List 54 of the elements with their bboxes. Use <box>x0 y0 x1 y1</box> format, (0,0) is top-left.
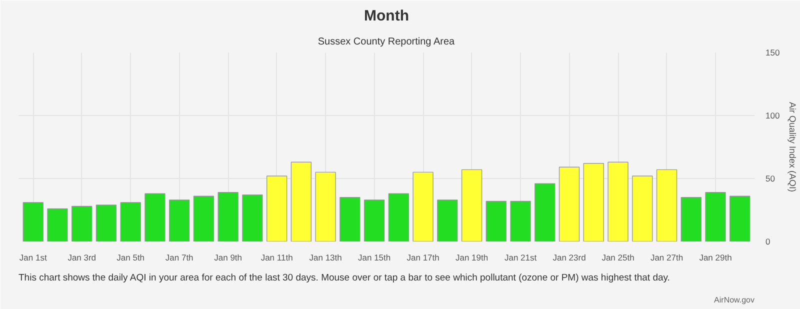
x-tick-label: Jan 9th <box>214 252 242 262</box>
bar <box>144 193 166 242</box>
bar <box>534 183 556 242</box>
bar <box>120 202 141 242</box>
x-tick-label: Jan 29th <box>699 252 732 262</box>
x-tick-label: Jan 11th <box>260 252 294 262</box>
bar <box>218 192 238 242</box>
bar <box>388 193 410 242</box>
bar <box>22 202 44 242</box>
bar <box>608 162 628 242</box>
bar <box>583 163 604 242</box>
text: AirNow.gov <box>714 296 755 304</box>
bar <box>169 200 190 242</box>
bar <box>486 200 507 242</box>
bar <box>290 162 312 242</box>
x-tick-label: Jan 17th <box>406 252 440 262</box>
bar <box>510 200 531 242</box>
bar <box>632 176 653 242</box>
bar <box>437 200 458 242</box>
x-tick-label: Jan 1st <box>19 252 48 262</box>
x-tick-label: Jan 25th <box>602 252 635 262</box>
bar <box>242 194 263 242</box>
bar <box>730 196 750 242</box>
bar <box>558 166 580 242</box>
x-tick-label: Jan 19th <box>455 252 488 262</box>
x-tick-label: Jan 5th <box>116 252 145 262</box>
x-tick-label: Jan 21st <box>504 252 538 262</box>
x-tick-label: Jan 27th <box>650 252 684 262</box>
y-tick-label: 50 <box>766 174 776 184</box>
bar <box>364 200 385 242</box>
y-tick-label: 100 <box>766 110 780 120</box>
bar <box>412 172 434 242</box>
bar <box>680 197 702 242</box>
x-tick-label: Jan 3rd <box>68 252 96 262</box>
bar <box>193 196 214 242</box>
bar <box>47 208 68 242</box>
bar <box>96 204 117 242</box>
bar <box>72 206 92 242</box>
bar <box>656 169 678 242</box>
x-tick-label: Jan 7th <box>165 252 194 262</box>
bar <box>315 172 336 242</box>
y-axis-title: Air Quality Index (AQI) <box>788 102 798 192</box>
chart-subtitle: Sussex County Reporting Area <box>318 36 456 48</box>
text: This chart shows the daily AQI in your area for each of the last 30 days. Mouse over or tap a bar to see which pollutant (ozone or PM) was highest that day. <box>18 272 670 284</box>
bar <box>266 176 288 242</box>
bar <box>340 197 360 242</box>
x-tick-label: Jan 13th <box>309 252 342 262</box>
bar <box>461 169 482 242</box>
chart-title: Month <box>364 8 409 24</box>
x-tick-label: Jan 23rd <box>552 252 586 262</box>
y-tick-label: 0 <box>766 236 770 246</box>
y-tick-label: 150 <box>766 48 780 58</box>
bar <box>705 192 726 242</box>
x-tick-label: Jan 15th <box>358 252 391 262</box>
